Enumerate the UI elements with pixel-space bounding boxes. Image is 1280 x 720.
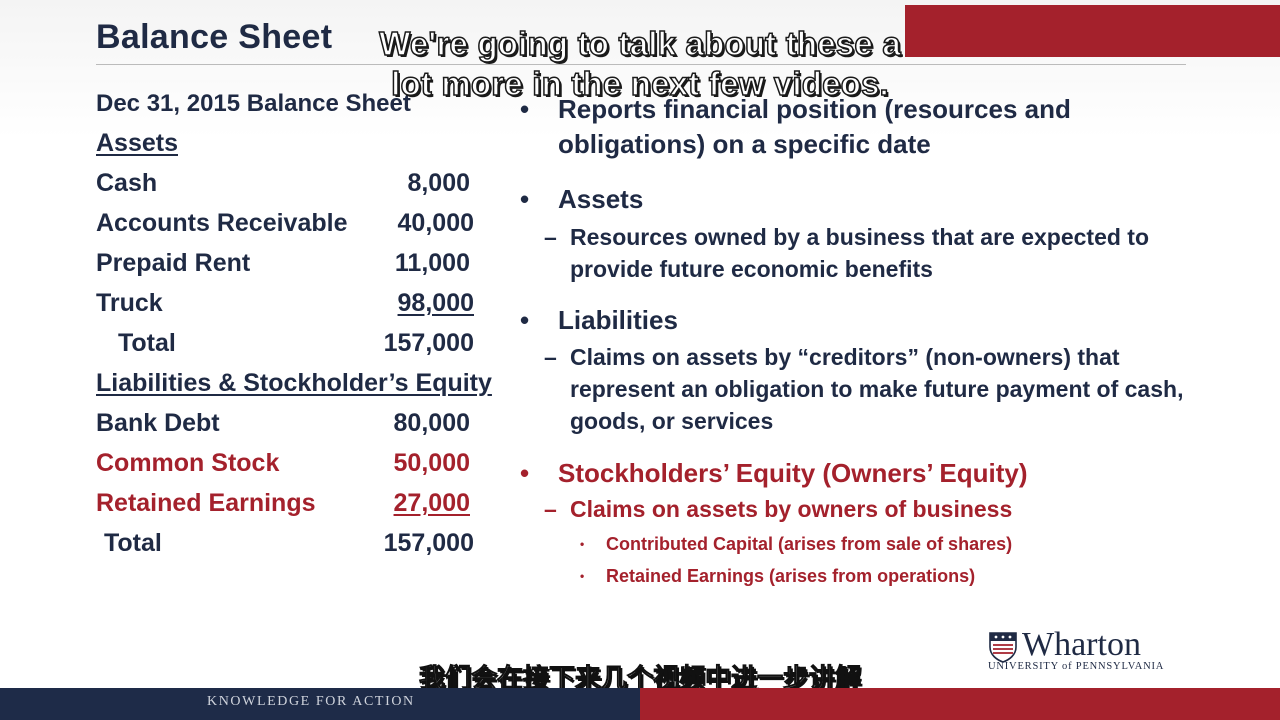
footer-band-navy <box>0 688 640 720</box>
table-row: Bank Debt 80,000 <box>96 409 536 445</box>
bullet-dot: • <box>580 569 585 583</box>
bullet-dot: • <box>520 184 530 214</box>
total-label: Total <box>104 529 162 557</box>
sub-sub-bullet-text: Contributed Capital (arises from sale of… <box>606 534 1013 554</box>
footer-band-crimson <box>640 688 1280 720</box>
table-row: Accounts Receivable 40,000 <box>96 209 536 245</box>
bullet-text: Assets <box>558 184 644 214</box>
bullet-text: Reports financial position (resources an… <box>558 94 1071 159</box>
row-label: Cash <box>96 169 158 197</box>
english-subtitle: We're going to talk about these a lot mo… <box>378 24 901 103</box>
liabilities-heading-label: Liabilities & Stockholder’s Equity <box>96 369 492 397</box>
row-amount: 98,000 <box>397 289 474 317</box>
sub-bullet-text: Claims on assets by owners of business <box>570 496 1013 522</box>
shield-icon <box>989 632 1017 663</box>
sub-sub-bullet-text: Retained Earnings (arises from operation… <box>606 566 976 586</box>
bullet-dot: • <box>520 305 530 335</box>
row-label: Truck <box>96 289 163 317</box>
table-row: Prepaid Rent 11,000 <box>96 249 536 285</box>
sub-bullet-dash: – <box>544 344 557 370</box>
logo-wordmark: Wharton <box>1022 626 1141 663</box>
row-label: Bank Debt <box>96 409 220 437</box>
sub-bullet-dash: – <box>544 496 557 522</box>
slide-title: Balance Sheet <box>96 18 333 56</box>
row-amount: 27,000 <box>393 489 470 517</box>
title-divider <box>96 64 1186 65</box>
table-row: Retained Earnings 27,000 <box>96 489 536 525</box>
row-amount: 11,000 <box>394 249 470 277</box>
sub-bullet-text: Claims on assets by “creditors” (non-own… <box>570 344 1184 434</box>
assets-total-row: Total 157,000 <box>96 329 536 365</box>
liabilities-total-row: Total 157,000 <box>96 529 536 565</box>
row-label: Retained Earnings <box>96 489 316 517</box>
sub-bullet-text: Resources owned by a business that are e… <box>570 224 1150 282</box>
row-amount: 80,000 <box>393 409 470 437</box>
logo-university: UNIVERSITY of PENNSYLVANIA <box>988 661 1165 672</box>
row-label: Common Stock <box>96 449 280 477</box>
row-amount: 50,000 <box>393 449 470 477</box>
top-accent-bar <box>905 5 1280 57</box>
total-amount: 157,000 <box>383 529 474 557</box>
assets-heading: Assets <box>96 129 536 165</box>
wharton-logo: Wharton UNIVERSITY of PENNSYLVANIA <box>988 626 1193 673</box>
sub-bullet-dash: – <box>544 224 557 250</box>
table-row: Common Stock 50,000 <box>96 449 536 485</box>
row-label: Prepaid Rent <box>96 249 251 277</box>
balance-sheet-date: Dec 31, 2015 Balance Sheet <box>96 90 411 117</box>
slide-background <box>0 0 1280 688</box>
bullet-text: Liabilities <box>558 305 678 335</box>
bullet-text: Stockholders’ Equity (Owners’ Equity) <box>558 458 1028 488</box>
footer-tagline: KNOWLEDGE FOR ACTION <box>207 694 415 709</box>
assets-heading-label: Assets <box>96 129 178 157</box>
row-label: Accounts Receivable <box>96 209 348 237</box>
table-row: Truck 98,000 <box>96 289 536 325</box>
liabilities-heading: Liabilities & Stockholder’s Equity <box>96 369 536 405</box>
row-amount: 8,000 <box>407 169 470 197</box>
total-label: Total <box>118 329 176 357</box>
total-amount: 157,000 <box>383 329 474 357</box>
bullet-dot: • <box>580 537 585 551</box>
bullet-dot: • <box>520 458 530 488</box>
table-row: Cash 8,000 <box>96 169 536 205</box>
bullet-dot: • <box>520 94 530 124</box>
row-amount: 40,000 <box>397 209 474 237</box>
